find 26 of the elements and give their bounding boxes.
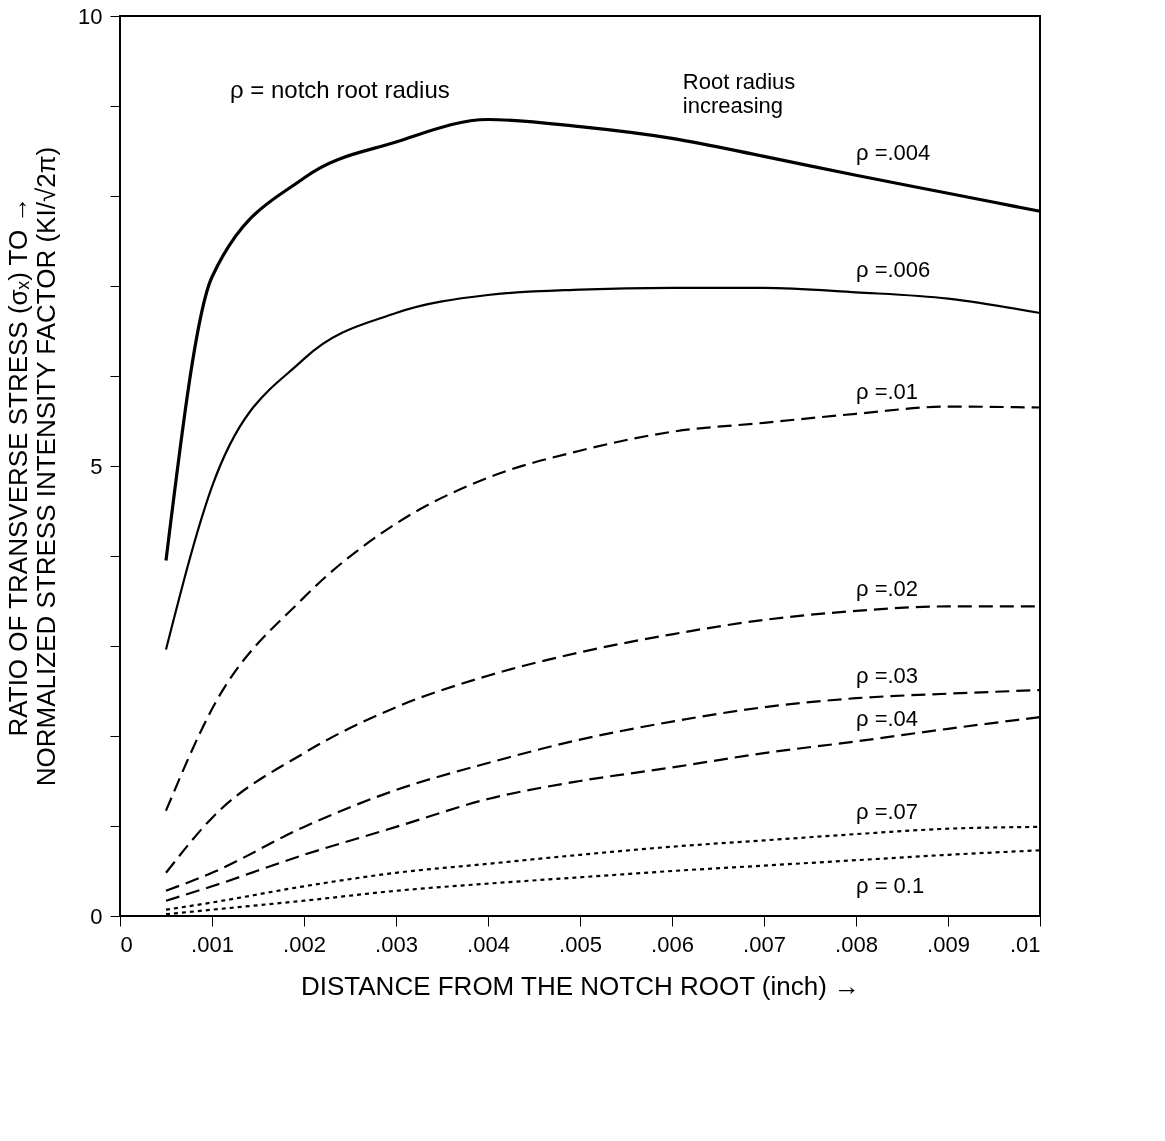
x-tick-label: .002 xyxy=(283,931,326,957)
series-label: ρ =.03 xyxy=(856,663,919,689)
series-label: ρ =.006 xyxy=(856,257,931,283)
series-label: ρ =.07 xyxy=(856,799,919,825)
x-tick-label: .003 xyxy=(375,931,418,957)
x-tick-label: .007 xyxy=(743,931,786,957)
series-label: ρ =.02 xyxy=(856,575,919,601)
x-tick-label: .01 xyxy=(1009,931,1041,957)
x-tick-label: 0 xyxy=(120,931,133,957)
x-tick-label: .006 xyxy=(651,931,694,957)
y-tick-label: 5 xyxy=(90,453,103,479)
y-tick-label: 10 xyxy=(78,3,103,29)
x-axis-title: DISTANCE FROM THE NOTCH ROOT (inch) → xyxy=(300,970,861,1001)
y-axis-title: RATIO OF TRANSVERSE STRESS (σₓ) TO → NORMALIZED STRESS INTENSITY FACTOR (KI/√2π) xyxy=(3,146,62,787)
series-label: ρ =.01 xyxy=(856,378,919,404)
annotation: ρ = notch root radius xyxy=(230,76,450,103)
annotation: Root radius increasing xyxy=(682,68,796,118)
x-tick-label: .008 xyxy=(835,931,878,957)
x-tick-label: .004 xyxy=(467,931,510,957)
series-label: ρ = 0.1 xyxy=(856,873,925,899)
series-label: ρ =.004 xyxy=(856,140,931,166)
x-tick-label: .005 xyxy=(559,931,602,957)
x-tick-label: .001 xyxy=(191,931,234,957)
x-tick-label: .009 xyxy=(927,931,970,957)
y-tick-label: 0 xyxy=(90,903,103,929)
series-label: ρ =.04 xyxy=(856,706,919,732)
